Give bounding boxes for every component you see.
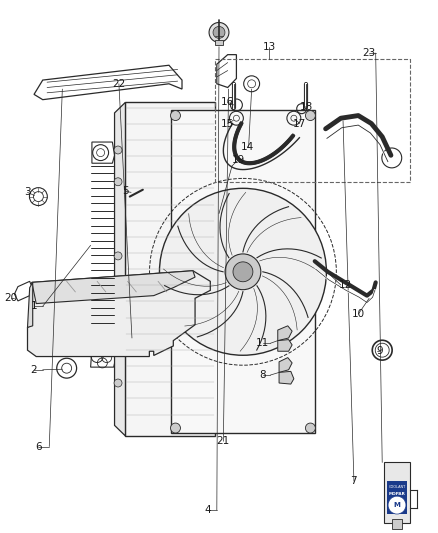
Text: 22: 22 [112,79,126,89]
Text: 23: 23 [363,48,376,58]
Circle shape [114,348,122,355]
Polygon shape [28,282,33,327]
Text: 5: 5 [122,187,129,196]
Polygon shape [279,372,294,384]
Circle shape [114,252,122,260]
Text: 20: 20 [4,293,18,303]
Circle shape [233,262,253,282]
Circle shape [114,316,122,324]
Circle shape [225,254,261,289]
Polygon shape [32,271,195,304]
Text: 1: 1 [31,301,37,311]
Polygon shape [28,271,210,357]
Polygon shape [215,40,223,45]
Circle shape [209,22,229,42]
Circle shape [114,284,122,292]
Text: 8: 8 [259,370,266,380]
Bar [392,519,402,529]
Circle shape [170,423,180,433]
Circle shape [138,185,148,195]
Text: 12: 12 [339,280,352,290]
Circle shape [114,178,122,185]
Text: 9: 9 [377,346,383,356]
Text: 13: 13 [262,42,276,52]
Circle shape [305,423,315,433]
Circle shape [159,188,326,356]
Text: 21: 21 [217,437,230,446]
Text: 2: 2 [31,365,37,375]
Text: 6: 6 [35,441,42,451]
Bar [385,463,410,523]
Text: COOLANT: COOLANT [389,485,406,489]
Polygon shape [278,340,292,351]
Polygon shape [171,110,315,433]
Circle shape [114,379,122,387]
Text: 19: 19 [232,155,245,165]
Text: MOPAR: MOPAR [389,492,406,496]
Circle shape [388,496,406,514]
Text: 4: 4 [205,505,212,515]
Circle shape [114,146,122,154]
Polygon shape [278,326,292,341]
Text: 7: 7 [350,476,357,486]
Polygon shape [115,102,125,436]
Text: M: M [394,502,400,508]
Bar [387,481,407,514]
Circle shape [170,110,180,120]
Text: 15: 15 [221,118,234,128]
Text: 11: 11 [256,338,269,348]
Text: 16: 16 [221,98,234,107]
Text: 3: 3 [24,188,31,197]
Circle shape [305,110,315,120]
Text: 18: 18 [300,102,313,111]
Text: 17: 17 [293,118,306,128]
Bar [215,59,410,182]
Polygon shape [279,358,292,373]
Circle shape [213,27,225,38]
Text: 10: 10 [352,309,365,319]
Text: 14: 14 [240,142,254,152]
Polygon shape [125,102,215,436]
